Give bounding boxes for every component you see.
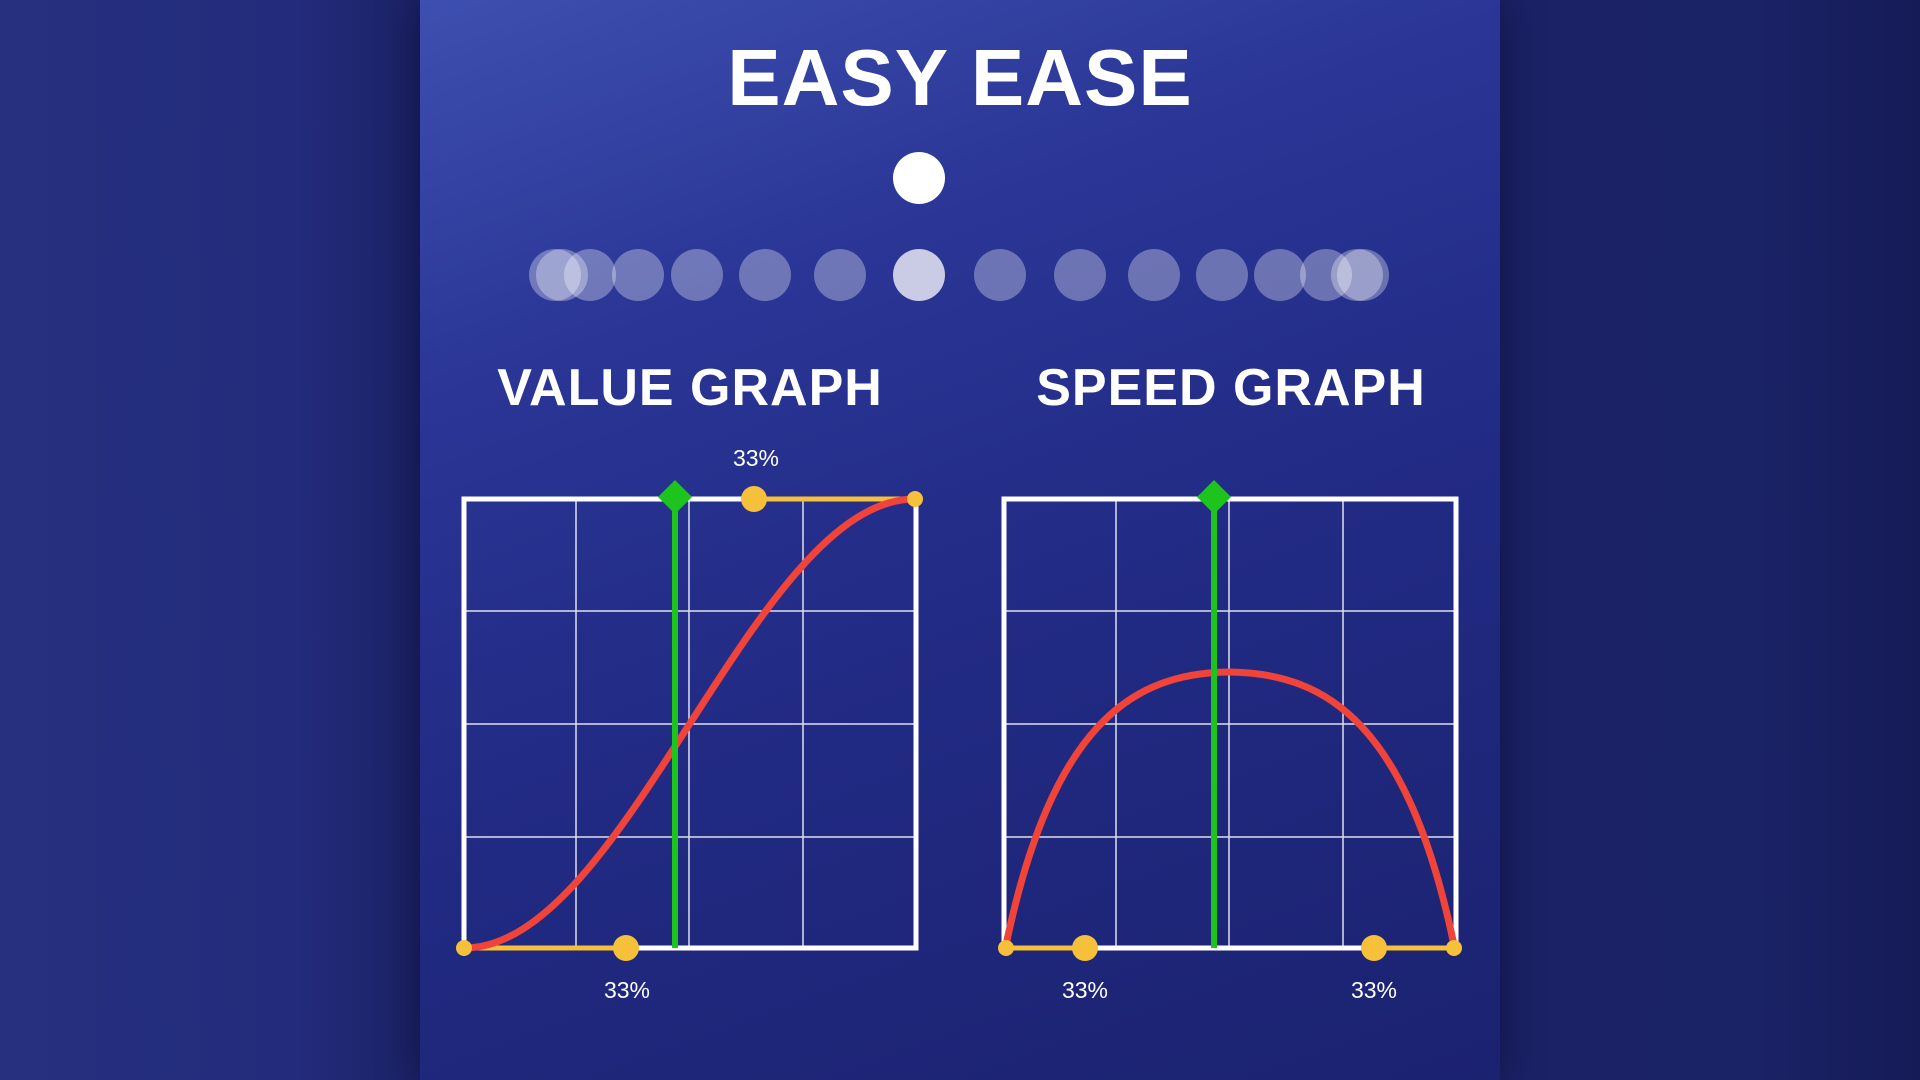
trail-dot: [671, 249, 723, 301]
speed-graph: [998, 480, 1462, 961]
value-bottom-influence-label: 33%: [603, 977, 651, 1003]
trail-dot: [1300, 249, 1352, 301]
speed-playhead-marker: [1197, 480, 1231, 514]
speed-left-influence-label: 33%: [1061, 977, 1109, 1003]
trail-dot: [739, 249, 791, 301]
trail-dot: [974, 249, 1026, 301]
trail-dot: [529, 249, 581, 301]
value-curve: [460, 495, 919, 952]
speed-right-handle[interactable]: [1361, 935, 1387, 961]
right-background: [1500, 0, 1920, 1080]
value-bottom-handle[interactable]: [613, 935, 639, 961]
value-graph: [456, 480, 923, 961]
value-top-influence-label: 33%: [732, 445, 780, 471]
speed-graph-grid: [1004, 499, 1456, 948]
moving-ball: [893, 152, 945, 204]
trail-dot: [612, 249, 664, 301]
trail-dot: [536, 249, 588, 301]
page-title: EASY EASE: [727, 33, 1193, 122]
speed-keyframe-start[interactable]: [998, 940, 1014, 956]
value-keyframe-start[interactable]: [456, 940, 472, 956]
trail-dot: [564, 249, 616, 301]
main-panel: EASY EASE: [420, 0, 1500, 1080]
trail-dot: [1254, 249, 1306, 301]
trail-dot: [1196, 249, 1248, 301]
trail-dot: [1054, 249, 1106, 301]
value-graph-title: VALUE GRAPH: [497, 359, 883, 417]
speed-right-influence-label: 33%: [1350, 977, 1398, 1003]
speed-keyframe-end[interactable]: [1446, 940, 1462, 956]
trail-dot-current: [893, 249, 945, 301]
trail-dot: [1331, 249, 1383, 301]
trail-dot: [814, 249, 866, 301]
speed-graph-title: SPEED GRAPH: [1036, 359, 1426, 417]
speed-curve: [1002, 668, 1458, 949]
value-playhead-marker: [658, 480, 692, 514]
value-keyframe-end[interactable]: [907, 491, 923, 507]
speed-graph-frame: [1001, 496, 1459, 951]
value-top-handle[interactable]: [741, 486, 767, 512]
left-background: [0, 0, 420, 1080]
diagram-canvas: [456, 152, 1462, 961]
speed-left-handle[interactable]: [1072, 935, 1098, 961]
trail-dot: [1128, 249, 1180, 301]
trail-dot: [1337, 249, 1389, 301]
ball-trail: [529, 249, 1389, 301]
